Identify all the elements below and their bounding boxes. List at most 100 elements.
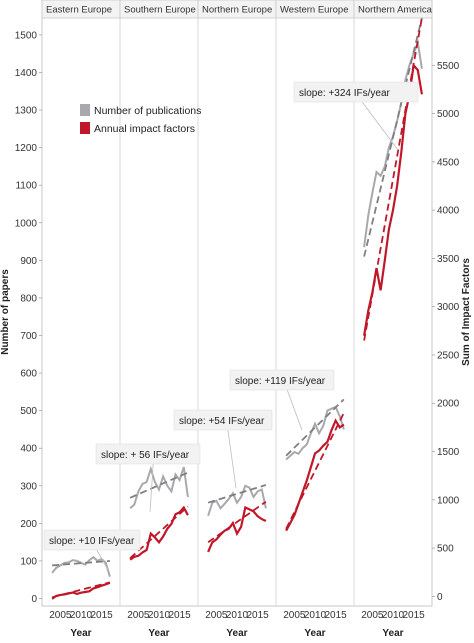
publications-trend-line [52,560,110,567]
x-axis-title: Year [148,628,169,639]
annotation-label: slope: +119 IFs/year [235,376,326,387]
panel-header-label: Western Europe [280,5,348,16]
y-right-tick-label: 3000 [437,302,460,313]
legend-swatch-publications [80,104,90,116]
y-left-tick-label: 500 [20,406,37,417]
y-left-tick-label: 0 [31,594,37,605]
annotation-connector [149,463,154,513]
x-tick-label: 2015 [91,610,114,621]
panel-series-group [51,555,111,600]
y-right-axis-title: Sum of Impact Factors [461,258,472,366]
y-left-tick-label: 200 [20,519,37,530]
x-tick-label: 2010 [226,610,249,621]
y-right-tick-label: 1500 [437,447,460,458]
legend-label-impact-factors: Annual impact factors [94,123,195,135]
y-left-tick-label: 600 [20,369,37,380]
panel-header-bg [353,0,433,19]
publications-trend-line [129,471,189,499]
publications-trend-line [285,398,345,457]
annotation-box [229,369,335,391]
impact-factors-trend-line [363,17,423,341]
annotation-box [173,409,273,431]
impact-factors-line [129,505,189,561]
slope-annotation: slope: +10 IFs/year [43,529,141,571]
x-tick-label: 2005 [205,610,228,621]
y-left-tick-label: 900 [20,256,37,267]
y-left-tick-label: 1100 [15,181,37,192]
x-axis-title: Year [382,628,403,639]
annotation-label: slope: + 56 IFs/year [101,450,190,461]
panel-series-group [207,484,267,553]
annotation-label: slope: +54 IFs/year [179,416,265,427]
y-left-tick-label: 400 [20,444,37,455]
y-right-tick-label: 5000 [437,109,460,120]
annotation-connector [361,101,399,151]
legend: Number of publications Annual impact fact… [80,104,201,135]
y-right-tick-label: 4500 [437,157,460,168]
y-right-tick-label: 1000 [437,495,460,506]
panel-series-group [285,398,345,532]
annotation-connector [286,389,303,431]
publications-line [285,405,345,461]
y-left-axis-title: Number of papers [0,269,11,355]
publications-line [207,484,267,517]
x-tick-label: 2015 [169,610,192,621]
y-left-tick-label: 1500 [15,30,38,41]
slope-annotation: slope: +54 IFs/year [173,409,273,489]
panel-header-label: Eastern Europe [46,5,112,16]
x-tick-label: 2015 [403,610,426,621]
y-left-tick-label: 300 [20,481,37,492]
y-left-tick-label: 1000 [15,218,38,229]
y-left-tick-label: 1200 [15,143,38,154]
y-left-tick-label: 800 [20,293,37,304]
annotation-connector [227,429,237,489]
legend-label-publications: Number of publications [94,105,201,117]
legend-swatch-impact-factors [80,122,90,134]
panel-header-label: Northern Europe [202,5,272,16]
x-axis-title: Year [226,628,247,639]
impact-factors-line [51,581,111,600]
x-tick-label: 2010 [148,610,171,621]
annotation-connector [96,549,109,571]
x-tick-label: 2015 [247,610,270,621]
x-tick-label: 2005 [283,610,306,621]
x-tick-label: 2010 [304,610,327,621]
annotation-box [293,81,419,103]
y-left-tick-label: 1300 [15,106,38,117]
annotation-box [95,443,201,465]
slope-annotation: slope: +119 IFs/year [229,369,335,431]
x-tick-label: 2005 [49,610,72,621]
y-left-tick-label: 700 [20,331,37,342]
y-right-tick-label: 2500 [437,350,460,361]
impact-factors-trend-line [207,500,267,544]
y-right-tick-label: 2000 [437,399,460,410]
publications-trend-line [207,484,267,504]
annotation-box [43,529,141,551]
y-right-tick-label: 0 [437,592,443,603]
panel-header-label: Southern Europe [124,5,196,16]
y-left-tick-label: 1400 [15,68,38,79]
x-tick-label: 2010 [382,610,405,621]
slope-annotation: slope: + 56 IFs/year [95,443,201,513]
publications-trend-line [363,17,423,257]
x-axis-title: Year [304,628,325,639]
publications-line [129,465,189,510]
x-tick-label: 2005 [361,610,384,621]
publications-line [51,555,111,577]
y-right-tick-label: 4000 [437,206,460,217]
impact-factors-line [207,505,267,553]
impact-factors-line [285,418,345,532]
impact-factors-trend-line [51,581,111,599]
y-left-tick-label: 100 [20,556,37,567]
y-right-tick-label: 3500 [437,254,460,265]
y-right-tick-label: 5500 [437,61,460,72]
annotation-label: slope: +324 IFs/year [299,88,391,99]
x-tick-label: 2015 [325,610,348,621]
slope-annotation: slope: +324 IFs/year [293,81,419,151]
x-tick-label: 2005 [127,610,150,621]
plot-frame [41,0,433,607]
y-right-tick-label: 500 [437,544,454,555]
x-axis-title: Year [70,628,91,639]
